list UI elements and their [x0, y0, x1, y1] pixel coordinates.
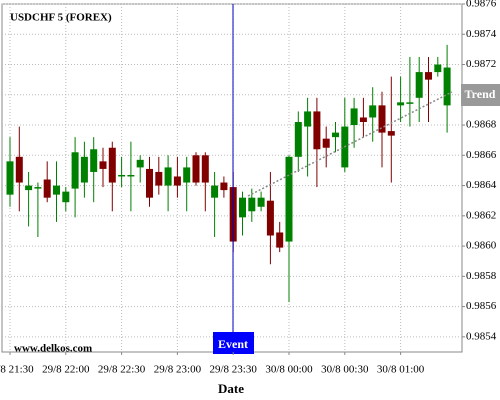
chart-title: USDCHF 5 (FOREX)	[10, 12, 112, 24]
candle-body	[80, 156, 88, 183]
candle-body	[211, 185, 219, 198]
candle-body	[136, 159, 144, 168]
y-tick-label: 0.9858	[466, 270, 497, 282]
candle-body	[99, 161, 107, 169]
candle-body	[266, 200, 274, 236]
x-axis-label: Date	[218, 381, 244, 396]
x-tick-label: 29/8 21:30	[0, 364, 34, 376]
event-label: Event	[218, 337, 248, 351]
candle-body	[146, 168, 153, 198]
y-tick-label: 0.9854	[466, 330, 497, 342]
y-tick-label: 0.9876	[466, 0, 497, 10]
candle-body	[127, 174, 135, 177]
candle-body	[6, 161, 14, 195]
y-tick-label: 0.9864	[466, 179, 497, 191]
candle-body	[304, 111, 312, 127]
x-tick-label: 29/8 23:30	[210, 364, 258, 376]
candle-body	[387, 131, 395, 136]
candle-body	[192, 155, 200, 183]
candle-body	[322, 138, 330, 148]
candle-body	[294, 122, 302, 157]
candle-body	[43, 179, 51, 198]
candle-body	[257, 197, 265, 207]
x-tick-label: 29/8 22:00	[42, 364, 90, 376]
candle-body	[406, 102, 414, 104]
candle-body	[369, 105, 377, 118]
candle-body	[90, 149, 98, 172]
candle-body	[220, 182, 228, 191]
candle-body	[201, 155, 209, 183]
candle-body	[276, 232, 284, 248]
trend-box	[461, 84, 500, 106]
candle-body	[359, 117, 367, 123]
candle-body	[118, 174, 126, 177]
candle-body	[25, 185, 33, 191]
candle-body	[183, 167, 191, 183]
candle-body	[239, 197, 246, 218]
candle-body	[378, 105, 386, 133]
candle-body	[415, 72, 423, 98]
y-tick-label: 0.9862	[466, 209, 496, 221]
candle-body	[397, 102, 405, 106]
x-tick-label: 30/8 00:30	[321, 364, 369, 376]
candle-body	[332, 132, 339, 138]
event-box	[213, 332, 254, 354]
y-tick-label: 0.9868	[466, 119, 497, 131]
x-tick-label: 30/8 00:00	[265, 364, 313, 376]
candle-body	[285, 156, 293, 242]
candle-body	[155, 171, 163, 186]
x-tick-label: 29/8 23:00	[154, 364, 202, 376]
y-tick-label: 0.9872	[466, 58, 496, 70]
candle-body	[108, 147, 116, 183]
candle-body	[62, 191, 70, 203]
candle-body	[443, 67, 451, 106]
trend-label: Trend	[465, 87, 496, 101]
y-tick-label: 0.9860	[466, 240, 497, 252]
y-tick-label: 0.9866	[466, 149, 497, 161]
candle-body	[34, 187, 42, 189]
watermark: www.delkos.com	[14, 343, 92, 355]
candle-body	[350, 108, 358, 126]
candle-body	[53, 185, 60, 195]
candle-body	[71, 152, 79, 189]
candle-body	[425, 72, 432, 80]
candle-body	[434, 64, 442, 73]
x-tick-label: 29/8 22:30	[98, 364, 146, 376]
y-tick-label: 0.9856	[466, 300, 497, 312]
candle-body	[313, 111, 321, 150]
candle-body	[164, 167, 172, 186]
y-tick-label: 0.9874	[466, 28, 497, 40]
candle-body	[248, 197, 256, 212]
x-tick-label: 30/8 01:00	[377, 364, 425, 376]
candle-body	[15, 156, 23, 183]
candle-body	[173, 176, 181, 186]
plot-frame	[1, 3, 463, 353]
